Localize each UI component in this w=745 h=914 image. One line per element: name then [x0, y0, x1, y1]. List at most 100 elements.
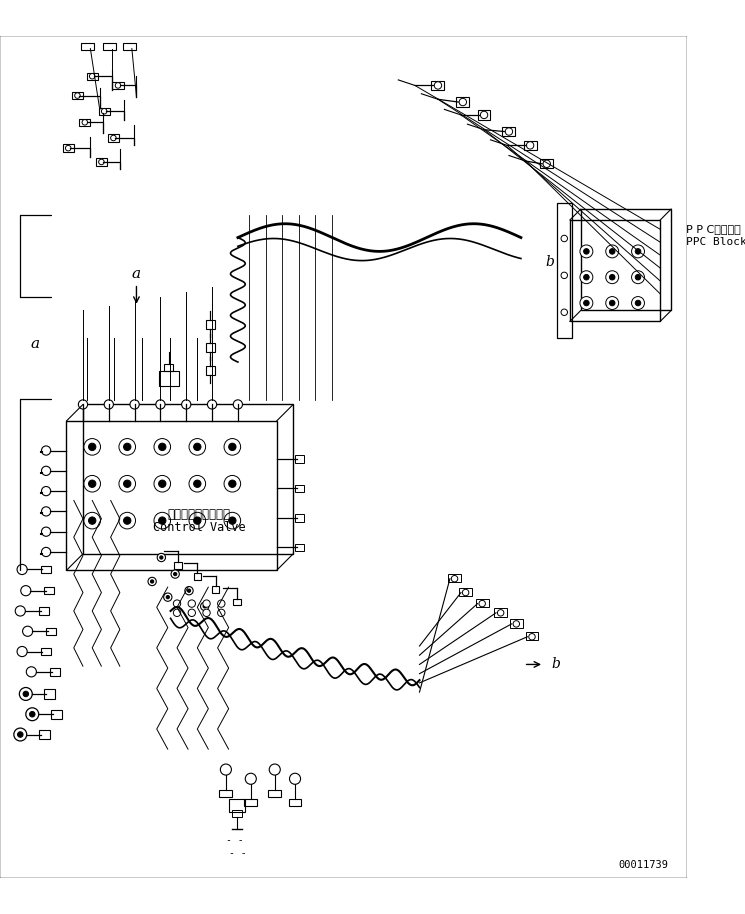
Circle shape: [481, 112, 488, 119]
Circle shape: [505, 128, 513, 135]
Circle shape: [124, 517, 131, 525]
Circle shape: [156, 399, 165, 409]
Circle shape: [188, 600, 195, 607]
Circle shape: [221, 764, 232, 775]
Circle shape: [218, 600, 225, 607]
Circle shape: [15, 606, 25, 616]
Text: 00011739: 00011739: [618, 860, 668, 870]
Bar: [540, 159, 554, 168]
Bar: [476, 599, 489, 607]
Circle shape: [159, 480, 166, 487]
Text: b: b: [551, 657, 560, 672]
Circle shape: [84, 513, 101, 529]
Bar: [40, 648, 51, 655]
Bar: [108, 134, 119, 142]
Circle shape: [583, 274, 589, 280]
Circle shape: [632, 271, 644, 283]
Circle shape: [42, 547, 51, 557]
Circle shape: [290, 773, 300, 784]
Circle shape: [451, 576, 457, 582]
Circle shape: [233, 399, 242, 409]
Circle shape: [583, 249, 589, 254]
Circle shape: [529, 633, 535, 640]
Circle shape: [606, 296, 618, 310]
Circle shape: [224, 513, 241, 529]
Bar: [448, 574, 461, 582]
Circle shape: [101, 109, 107, 114]
Circle shape: [632, 296, 644, 310]
Circle shape: [513, 621, 519, 627]
Bar: [83, 405, 294, 554]
Circle shape: [182, 399, 191, 409]
Circle shape: [154, 475, 171, 492]
Circle shape: [580, 245, 593, 258]
Circle shape: [74, 93, 80, 99]
Circle shape: [218, 609, 225, 617]
Circle shape: [115, 82, 121, 89]
Circle shape: [188, 609, 195, 617]
Bar: [81, 43, 94, 50]
Bar: [459, 588, 472, 596]
Circle shape: [632, 245, 644, 258]
Circle shape: [229, 517, 236, 525]
Circle shape: [609, 301, 615, 306]
Circle shape: [78, 399, 88, 409]
Circle shape: [609, 249, 615, 254]
Circle shape: [159, 443, 166, 451]
Circle shape: [527, 142, 534, 149]
Circle shape: [229, 443, 236, 451]
Circle shape: [42, 486, 51, 495]
Circle shape: [561, 235, 568, 241]
Bar: [86, 72, 98, 80]
Circle shape: [194, 443, 201, 451]
Circle shape: [19, 687, 32, 700]
Circle shape: [269, 764, 280, 775]
Circle shape: [609, 274, 615, 280]
Text: PPC Block: PPC Block: [686, 237, 745, 247]
Circle shape: [150, 579, 153, 583]
Circle shape: [580, 271, 593, 283]
Circle shape: [98, 159, 104, 165]
Bar: [502, 127, 516, 136]
Circle shape: [42, 466, 51, 475]
Circle shape: [185, 587, 193, 595]
Bar: [244, 799, 257, 806]
Circle shape: [157, 553, 165, 561]
Bar: [159, 371, 179, 386]
Bar: [295, 455, 304, 462]
Bar: [63, 144, 74, 152]
Circle shape: [148, 578, 156, 586]
Bar: [510, 620, 523, 628]
Circle shape: [580, 296, 593, 310]
Bar: [288, 799, 302, 806]
Circle shape: [119, 439, 136, 455]
Text: a: a: [132, 267, 141, 281]
Circle shape: [245, 773, 256, 784]
Text: b: b: [545, 254, 554, 269]
Bar: [39, 607, 49, 614]
Bar: [50, 668, 60, 675]
Bar: [233, 599, 241, 605]
Bar: [44, 689, 55, 698]
Circle shape: [561, 309, 568, 315]
Bar: [295, 515, 304, 522]
Bar: [295, 544, 304, 551]
Circle shape: [89, 480, 96, 487]
Circle shape: [124, 443, 131, 451]
Circle shape: [166, 596, 169, 599]
Circle shape: [164, 593, 172, 601]
Circle shape: [189, 513, 206, 529]
Text: - -: - -: [229, 847, 247, 857]
Bar: [525, 632, 539, 641]
Bar: [98, 108, 110, 115]
Bar: [66, 421, 276, 570]
Bar: [457, 98, 469, 107]
Circle shape: [159, 556, 163, 559]
Bar: [206, 366, 215, 375]
Bar: [164, 364, 174, 371]
Circle shape: [463, 590, 469, 596]
Circle shape: [174, 609, 181, 617]
Bar: [229, 799, 245, 812]
Circle shape: [224, 439, 241, 455]
Circle shape: [23, 691, 28, 696]
